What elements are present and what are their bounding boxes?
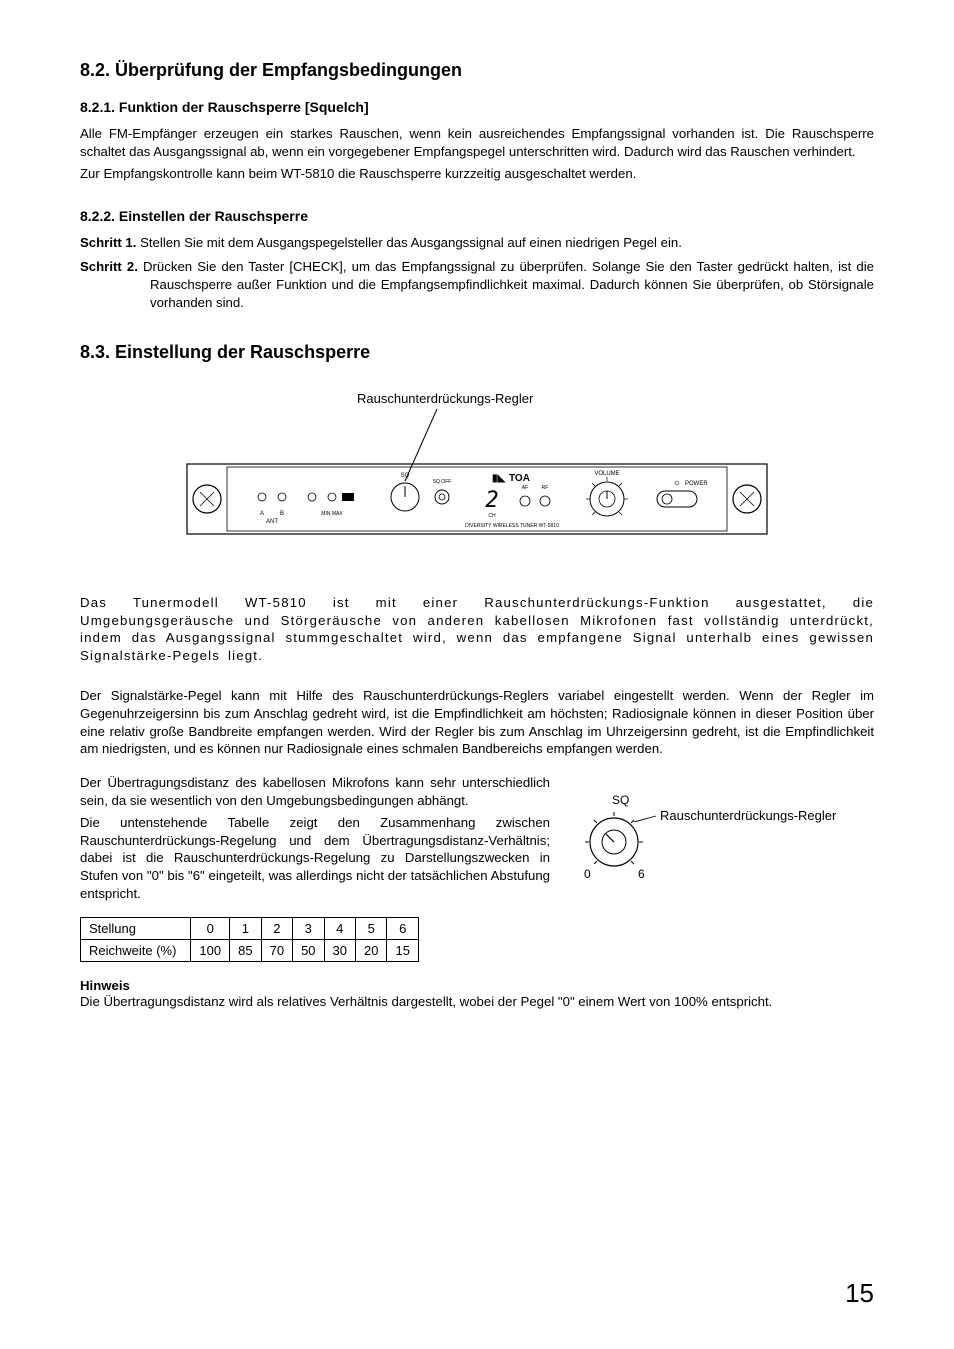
note-title: Hinweis (80, 978, 874, 993)
table-cell-label: Stellung (81, 917, 191, 939)
dial-caption: Rauschunterdrückungs-Regler (660, 808, 837, 823)
step-1: Schritt 1. Stellen Sie mit dem Ausgangsp… (80, 234, 874, 252)
table-row: Stellung 0 1 2 3 4 5 6 (81, 917, 419, 939)
svg-text:A: A (260, 511, 264, 517)
table-cell: 30 (324, 939, 355, 961)
device-figure: Rauschunterdrückungs-Regler A B ANT MIN (80, 389, 874, 564)
svg-text:TOA: TOA (509, 473, 530, 484)
svg-text:SQ: SQ (401, 473, 410, 479)
dial-figure: SQ 0 6 Rauschunter (574, 792, 864, 892)
subsection-8-2-2: 8.2.2. Einstellen der Rauschsperre Schri… (80, 208, 874, 311)
table-cell: 15 (387, 939, 418, 961)
note-block: Hinweis Die Übertragungsdistanz wird als… (80, 978, 874, 1011)
svg-text:2: 2 (485, 488, 498, 513)
svg-text:⏻: ⏻ (675, 480, 680, 487)
dial-sq-label: SQ (612, 793, 629, 807)
table-cell: 85 (230, 939, 261, 961)
paragraph: Die untenstehende Tabelle zeigt den Zusa… (80, 814, 550, 903)
svg-text:SQ OFF: SQ OFF (433, 479, 452, 485)
dial-0-label: 0 (584, 867, 591, 881)
step-2: Schritt 2. Drücken Sie den Taster [CHECK… (80, 258, 874, 311)
paragraph: Alle FM-Empfänger erzeugen ein starkes R… (80, 125, 874, 161)
heading-8-2: 8.2. Überprüfung der Empfangsbedingungen (80, 60, 874, 81)
table-cell: 0 (191, 917, 230, 939)
table-row: Reichweite (%) 100 85 70 50 30 20 15 (81, 939, 419, 961)
table-cell: 20 (356, 939, 387, 961)
table-cell: 3 (293, 917, 324, 939)
heading-8-2-2: 8.2.2. Einstellen der Rauschsperre (80, 208, 874, 224)
svg-text:MIN MAX: MIN MAX (321, 511, 343, 517)
step-2-text: Drücken Sie den Taster [CHECK], um das E… (138, 259, 874, 310)
right-column: SQ 0 6 Rauschunter (574, 774, 874, 897)
heading-8-3: 8.3. Einstellung der Rauschsperre (80, 342, 874, 363)
step-1-text: Stellen Sie mit dem Ausgangspegelsteller… (136, 235, 681, 250)
svg-text:AF: AF (522, 485, 528, 491)
paragraph: Der Signalstärke-Pegel kann mit Hilfe de… (80, 687, 874, 758)
range-table: Stellung 0 1 2 3 4 5 6 Reichweite (%) 10… (80, 917, 419, 962)
svg-text:VOLUME: VOLUME (594, 471, 619, 477)
page: 8.2. Überprüfung der Empfangsbedingungen… (0, 0, 954, 1349)
table-cell: 70 (261, 939, 292, 961)
table-cell: 4 (324, 917, 355, 939)
device-svg: Rauschunterdrückungs-Regler A B ANT MIN (167, 389, 787, 559)
svg-text:RF: RF (542, 485, 549, 491)
figure-label: Rauschunterdrückungs-Regler (357, 391, 534, 406)
paragraph: Zur Empfangskontrolle kann beim WT-5810 … (80, 165, 874, 183)
table-cell: 2 (261, 917, 292, 939)
svg-text:CH: CH (488, 513, 496, 519)
dial-6-label: 6 (638, 867, 645, 881)
two-column-block: Der Übertragungsdistanz des kabellosen M… (80, 774, 874, 962)
paragraph: Der Übertragungsdistanz des kabellosen M… (80, 774, 550, 810)
svg-text:B: B (280, 511, 284, 517)
page-number: 15 (845, 1278, 874, 1309)
table-cell: 6 (387, 917, 418, 939)
left-column: Der Übertragungsdistanz des kabellosen M… (80, 774, 550, 962)
svg-text:▮◣: ▮◣ (492, 473, 507, 484)
table-cell: 100 (191, 939, 230, 961)
note-text: Die Übertragungsdistanz wird als relativ… (80, 993, 874, 1011)
svg-text:ANT: ANT (266, 519, 278, 525)
table-cell-label: Reichweite (%) (81, 939, 191, 961)
svg-text:DIVERSITY WIRELESS TUNER WT-58: DIVERSITY WIRELESS TUNER WT-5810 (465, 523, 559, 529)
subsection-8-2-1: 8.2.1. Funktion der Rauschsperre [Squelc… (80, 99, 874, 182)
table-cell: 1 (230, 917, 261, 939)
table-cell: 50 (293, 939, 324, 961)
table-cell: 5 (356, 917, 387, 939)
step-1-label: Schritt 1. (80, 235, 136, 250)
step-2-label: Schritt 2. (80, 259, 138, 274)
svg-text:POWER: POWER (685, 481, 708, 487)
paragraph: Das Tunermodell WT-5810 ist mit einer Ra… (80, 594, 874, 665)
heading-8-2-1: 8.2.1. Funktion der Rauschsperre [Squelc… (80, 99, 874, 115)
